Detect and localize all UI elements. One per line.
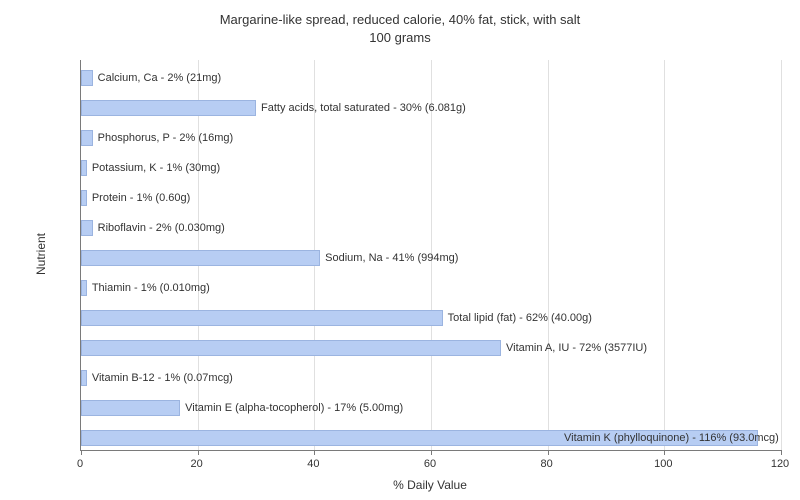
bar — [81, 280, 87, 297]
bar-label: Calcium, Ca - 2% (21mg) — [98, 72, 221, 84]
y-axis-title: Nutrient — [34, 233, 48, 275]
bar-label: Sodium, Na - 41% (994mg) — [325, 252, 458, 264]
bar — [81, 400, 180, 417]
x-tick — [198, 450, 199, 455]
bar-label: Fatty acids, total saturated - 30% (6.08… — [261, 102, 466, 114]
x-tick-label: 40 — [307, 458, 319, 470]
x-tick — [664, 450, 665, 455]
x-tick — [781, 450, 782, 455]
bar-label: Vitamin E (alpha-tocopherol) - 17% (5.00… — [185, 402, 403, 414]
bar-label: Riboflavin - 2% (0.030mg) — [98, 222, 225, 234]
x-tick — [548, 450, 549, 455]
bar-label: Vitamin B-12 - 1% (0.07mcg) — [92, 372, 233, 384]
bar — [81, 370, 87, 387]
x-tick-label: 20 — [191, 458, 203, 470]
x-tick-label: 0 — [77, 458, 83, 470]
bar — [81, 220, 93, 237]
bar — [81, 190, 87, 207]
bar-label: Total lipid (fat) - 62% (40.00g) — [448, 312, 592, 324]
bar-label: Thiamin - 1% (0.010mg) — [92, 282, 210, 294]
x-tick — [314, 450, 315, 455]
plot-area: Calcium, Ca - 2% (21mg) Fatty acids, tota… — [80, 60, 781, 451]
bar — [81, 130, 93, 147]
gridline — [781, 60, 782, 450]
x-tick — [81, 450, 82, 455]
x-axis-title: % Daily Value — [80, 478, 780, 492]
bar-label: Protein - 1% (0.60g) — [92, 192, 190, 204]
gridline — [664, 60, 665, 450]
bar-label: Phosphorus, P - 2% (16mg) — [98, 132, 234, 144]
x-tick — [431, 450, 432, 455]
bar — [81, 340, 501, 357]
x-tick-label: 60 — [424, 458, 436, 470]
bar — [81, 310, 443, 327]
bar — [81, 250, 320, 267]
bar-label: Vitamin A, IU - 72% (3577IU) — [506, 342, 647, 354]
x-tick-label: 120 — [771, 458, 789, 470]
x-tick-label: 80 — [541, 458, 553, 470]
gridline — [548, 60, 549, 450]
bar-label: Potassium, K - 1% (30mg) — [92, 162, 220, 174]
bar — [81, 100, 256, 117]
chart-title-line1: Margarine-like spread, reduced calorie, … — [0, 12, 800, 27]
bar — [81, 70, 93, 87]
bar — [81, 160, 87, 177]
nutrient-chart: Margarine-like spread, reduced calorie, … — [0, 0, 800, 500]
x-tick-label: 100 — [654, 458, 672, 470]
bar-label: Vitamin K (phylloquinone) - 116% (93.0mc… — [564, 432, 779, 444]
chart-title-line2: 100 grams — [0, 30, 800, 45]
